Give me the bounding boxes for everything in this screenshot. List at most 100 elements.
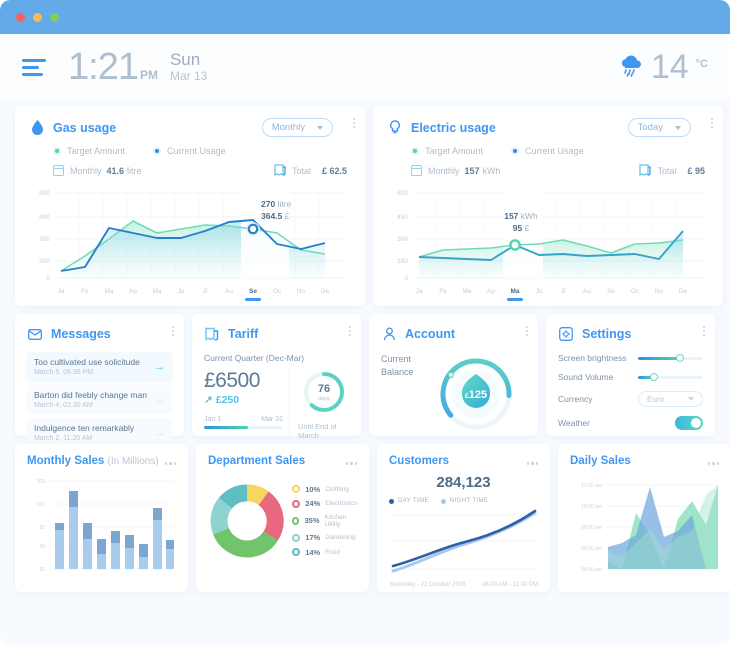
svg-text:Oc: Oc [631,288,640,295]
settings-card-header: Settings [558,325,705,343]
setting-label: Screen brightness [558,353,627,363]
gas-tooltip-cost: 364.5 £ [261,211,290,221]
daily-sales-card: Daily Sales 12:00 am 10:00 am 08:00 am 06:… [558,444,730,592]
window-maximize-button[interactable] [50,12,59,22]
tariff-start-date: Jan 1 [204,416,222,423]
volume-slider[interactable] [638,373,703,381]
customers-card: Customers 284,123 DAY TIME NIGHT TIME [377,444,550,592]
clock: 1:21 PM [68,46,158,89]
settings-card-menu-button[interactable] [703,326,705,336]
legend-dot-icon [292,516,300,525]
legend-dot-icon [511,147,520,155]
setting-label: Currency [558,394,593,404]
date-label: Mar 13 [169,68,208,83]
legend-pct: 35% [304,516,320,525]
settings-card-title: Settings [582,327,632,341]
electric-legend-target-label: Target Amount [425,146,484,156]
svg-text:Jl: Jl [203,288,208,295]
list-item[interactable]: Barton did feebly change man March 4, 02… [27,385,172,414]
svg-text:04:00 am: 04:00 am [581,567,602,573]
legend-dot-icon [411,147,419,155]
hamburger-menu-icon[interactable] [22,58,46,76]
legend-dot-icon [292,548,301,556]
gas-total-value: £ 62.5 [321,165,347,176]
tariff-card-header: Tariff [204,325,351,343]
svg-text:50: 50 [39,525,45,531]
electric-card-header: Electric usage Today [387,118,713,137]
monthly-sales-subtitle: (In Millions) [107,456,159,467]
arrow-right-icon[interactable]: → [154,360,165,373]
message-title: Indulgence ten remarkably [34,423,135,433]
daily-sales-menu-button[interactable] [707,462,719,465]
gas-card-title: Gas usage [53,120,117,135]
legend-dot-icon [153,147,162,155]
gas-legend-target: Target Amount [53,146,125,156]
legend-dot-icon [292,499,301,508]
svg-text:Ma: Ma [104,288,113,295]
chevron-down-icon [688,397,694,401]
svg-text:450: 450 [397,214,408,221]
gas-usage-card: Gas usage Monthly Target Amount Current … [15,106,365,306]
tariff-card-menu-button[interactable] [349,326,351,336]
messages-card-header: Messages [27,325,174,343]
electric-meta-unit: kWh [482,165,501,176]
electric-chart: 600 450 300 150 0 157 kWh 95 £ Ja Fe Ma Ap Ma [387,181,709,301]
svg-text:300: 300 [397,236,408,243]
department-sales-menu-button[interactable] [345,462,357,465]
tariff-card: Tariff Current Quarter (Dec-Mar) £6500 ↗… [192,314,361,440]
svg-text:12:00 am: 12:00 am [581,483,602,489]
setting-label: Sound Volume [558,372,614,382]
gas-period-dropdown[interactable]: Monthly [261,118,333,137]
arrow-right-icon[interactable]: → [154,426,165,439]
legend-item: 17% Gardening [292,533,357,542]
weather-toggle[interactable] [675,416,703,430]
list-item[interactable]: Too cultivated use solicitude March 5, 0… [27,352,172,381]
arrow-up-right-icon: ↗ [204,394,213,406]
tariff-delta-value: £250 [215,394,240,406]
svg-text:Ja: Ja [416,288,423,295]
gas-card-menu-button[interactable] [353,118,355,128]
electric-usage-card: Electric usage Today Target Amount Curre… [373,106,723,306]
svg-text:No: No [297,288,306,295]
electric-tooltip-cost: 95 £ [513,223,530,233]
tariff-days-donut: 76 days [303,372,344,412]
monthly-sales-menu-button[interactable] [164,462,176,465]
svg-text:20: 20 [39,567,45,573]
electric-card-menu-button[interactable] [711,118,713,128]
customers-title: Customers [389,455,450,467]
svg-text:£125: £125 [465,389,487,401]
messages-card-menu-button[interactable] [172,326,174,336]
electric-meta-label: Monthly [428,165,460,176]
legend-dot-icon [292,533,301,542]
rain-cloud-icon [621,55,641,77]
legend-dot-icon [292,485,301,493]
brightness-slider[interactable] [638,354,703,362]
monthly-sales-title-text: Monthly Sales [27,455,105,467]
gas-meta-row: Monthly 41.6 litre Total £ 62.5 [53,164,351,177]
electric-period-dropdown[interactable]: Today [627,118,691,137]
tariff-body: £6500 ↗ £250 Jan 1 Mar 31 76 [204,369,349,440]
svg-text:150: 150 [397,258,408,265]
electric-total-block: Total £ 95 [639,164,705,177]
tariff-amount: £6500 [204,369,260,392]
currency-select[interactable]: Euro [638,391,703,407]
electric-total-label: Total [657,165,677,176]
svg-text:500: 500 [39,190,50,197]
customers-menu-button[interactable] [526,462,538,465]
electric-legend: Target Amount Current Usage [411,146,709,156]
electric-total-value: £ 95 [687,165,705,176]
account-card-menu-button[interactable] [526,326,528,336]
window-close-button[interactable] [16,12,25,22]
customers-footer: Yesterday - 22 October 2016 06:00 AM - 1… [389,582,538,588]
weather-widget: 14 °C [618,48,708,87]
window-minimize-button[interactable] [33,12,42,22]
settings-list: Screen brightness Sound Volume Currency … [558,353,703,430]
svg-text:600: 600 [397,190,408,197]
legend-label: Food [325,548,341,556]
clock-ampm: PM [139,67,158,82]
message-title: Barton did feebly change man [34,390,147,400]
tariff-progress-bar [204,426,283,429]
arrow-right-icon[interactable]: → [154,393,165,406]
list-item[interactable]: Indulgence ten remarkably March 2, 11.20… [27,418,172,447]
